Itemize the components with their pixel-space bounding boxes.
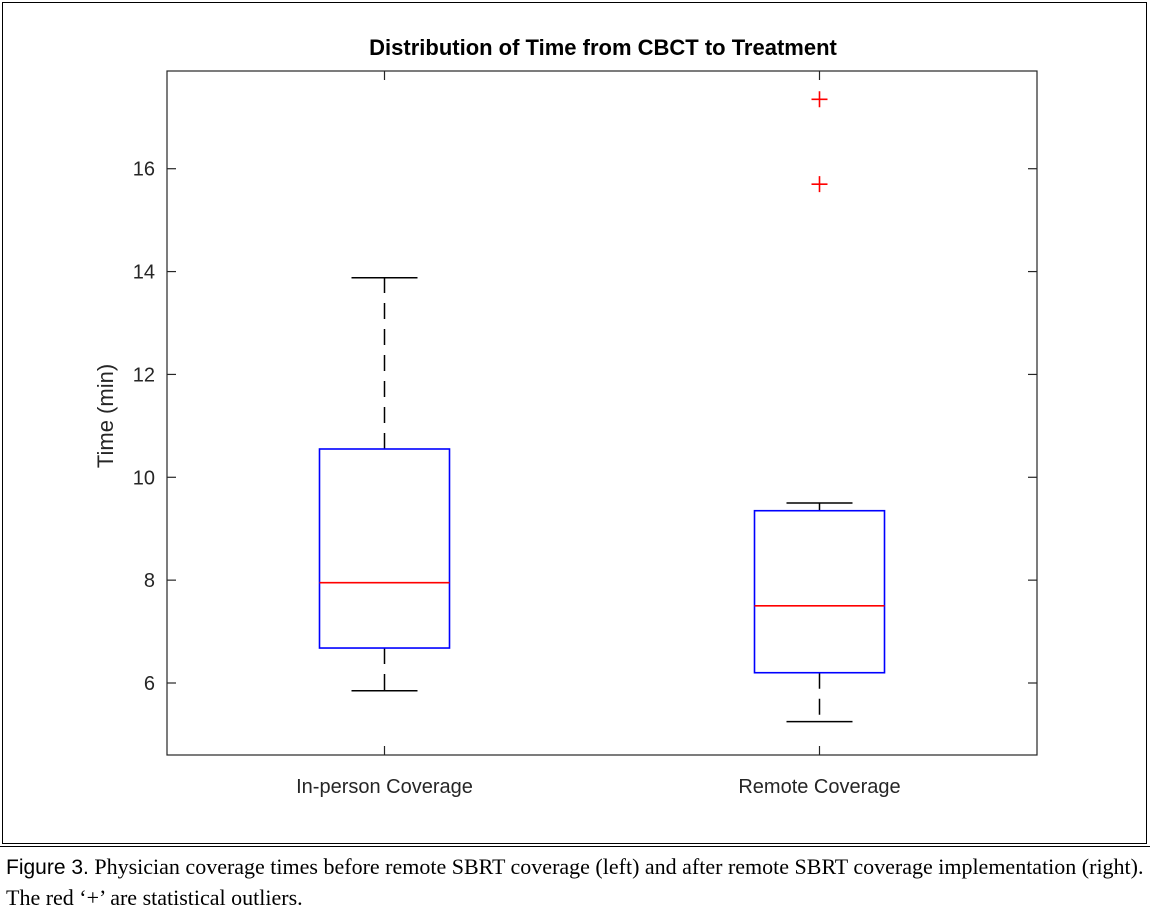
figure-caption: Figure 3. Physician coverage times befor… <box>6 852 1144 913</box>
box-0 <box>318 448 451 649</box>
y-tick-label-14: 14 <box>133 262 155 284</box>
x-tick-label-0: In-person Coverage <box>296 776 473 798</box>
box-1 <box>753 509 886 674</box>
y-tick-label-16: 16 <box>133 159 155 181</box>
chart-title: Distribution of Time from CBCT to Treatm… <box>369 35 837 60</box>
caption-text: Physician coverage times before remote S… <box>6 854 1144 910</box>
y-tick-label-6: 6 <box>144 673 155 695</box>
plot-area <box>166 70 1038 756</box>
y-tick-label-10: 10 <box>133 467 155 489</box>
outlier-1-0 <box>811 176 828 193</box>
outlier-1-1 <box>811 91 828 108</box>
figure-frame: Distribution of Time from CBCT to Treatm… <box>2 2 1147 844</box>
boxplot-chart: Distribution of Time from CBCT to Treatm… <box>93 35 1038 798</box>
y-axis-label: Time (min) <box>93 364 118 468</box>
y-tick-label-8: 8 <box>144 570 155 592</box>
caption-label: Figure 3. <box>6 856 89 879</box>
y-tick-label-12: 12 <box>133 364 155 386</box>
x-tick-label-1: Remote Coverage <box>738 776 900 798</box>
caption-divider <box>0 846 1150 847</box>
